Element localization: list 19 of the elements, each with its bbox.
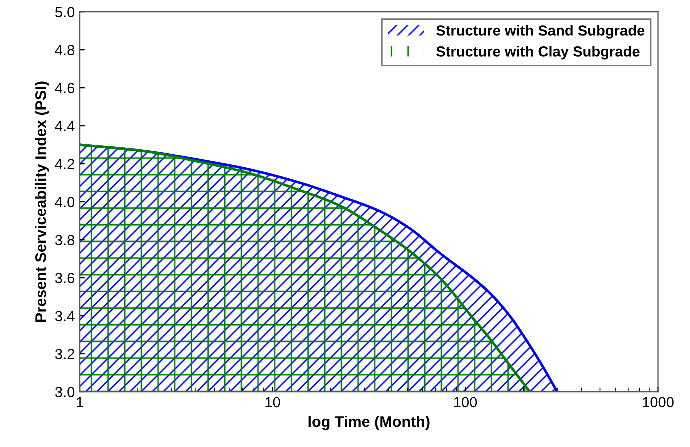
y-tick-label: 4.2 xyxy=(55,159,74,170)
x-tick-label: 100 xyxy=(454,397,478,408)
legend-label: Structure with Sand Subgrade xyxy=(436,25,645,39)
y-tick-label: 3.2 xyxy=(55,349,74,360)
x-axis-title: log Time (Month) xyxy=(308,416,430,430)
y-tick-label: 3.4 xyxy=(55,311,75,322)
y-tick-label: 4.8 xyxy=(55,45,75,56)
x-tick-label: 10 xyxy=(266,397,280,408)
y-tick-label: 3.8 xyxy=(55,235,75,246)
y-tick-label: 3.0 xyxy=(55,387,75,398)
x-tick-label: 1 xyxy=(77,397,84,408)
y-tick-label: 4.4 xyxy=(55,121,75,132)
x-tick-label: 1000 xyxy=(643,397,674,408)
y-tick-label: 5.0 xyxy=(55,7,75,18)
y-tick-label: 4.6 xyxy=(55,83,75,94)
legend-label: Structure with Clay Subgrade xyxy=(436,46,640,60)
y-tick-label: 3.6 xyxy=(55,273,75,284)
y-tick-label: 4.0 xyxy=(55,197,75,208)
y-axis-title: Present Serviceability Index (PSI) xyxy=(35,82,50,322)
